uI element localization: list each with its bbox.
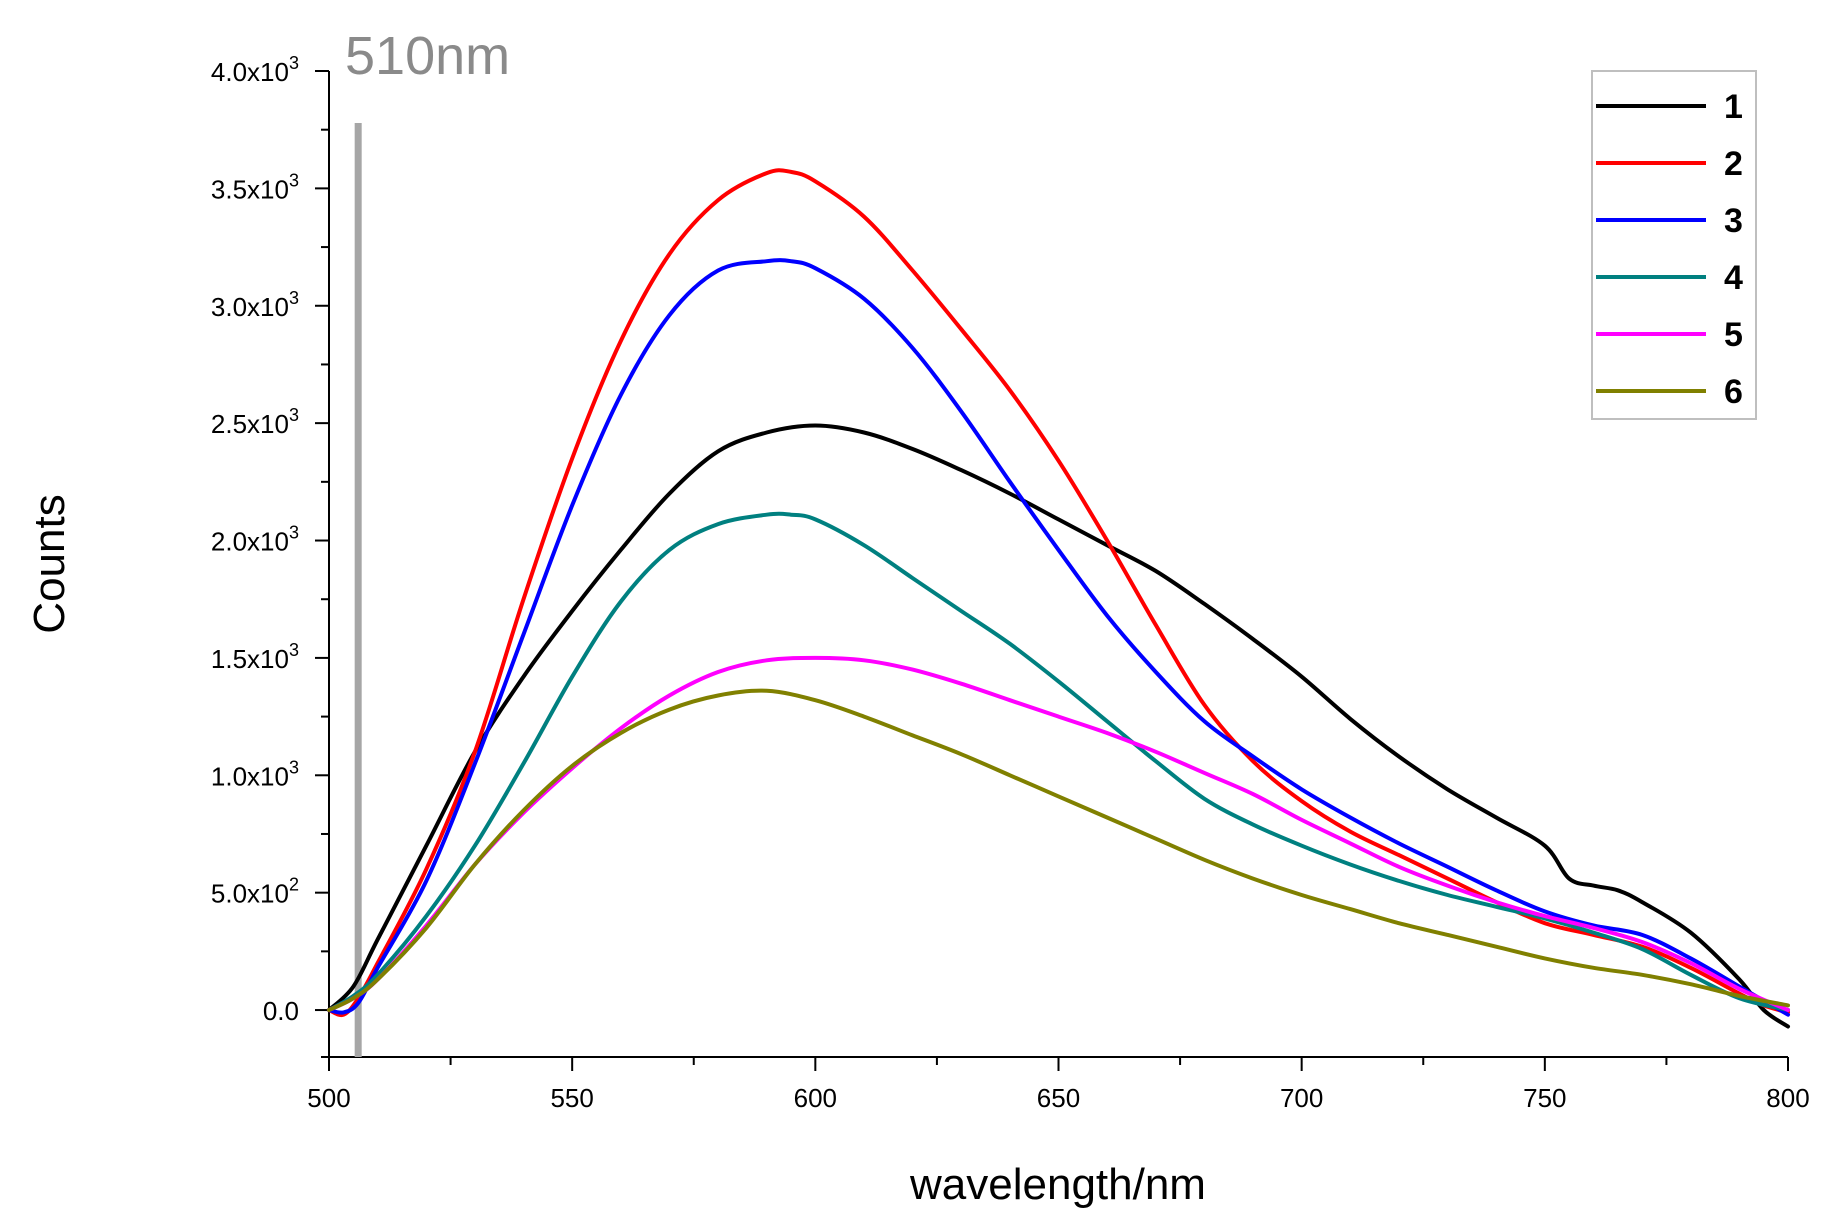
series-line-4 <box>327 511 1790 1012</box>
x-tick-label: 700 <box>1280 1083 1323 1113</box>
y-axis-title: Counts <box>25 494 74 633</box>
x-ticks: 500 550 600 650 700 750 800 <box>307 1057 1810 1113</box>
series-line-2 <box>327 168 1790 1018</box>
marker-group: 510nm <box>345 26 510 1057</box>
series-line-3 <box>327 258 1790 1017</box>
legend-items: 1 2 3 4 5 6 <box>1596 88 1743 411</box>
series-line-6 <box>327 688 1790 1012</box>
x-tick-label: 600 <box>794 1083 837 1113</box>
y-tick-label: 5.0x102 <box>211 875 299 909</box>
legend-box <box>1591 70 1757 420</box>
series-group <box>327 168 1790 1029</box>
x-tick-label: 500 <box>307 1083 350 1113</box>
marker-label: 510nm <box>345 26 510 86</box>
y-tick-label: 4.0x103 <box>211 53 299 87</box>
y-tick-label: 3.0x103 <box>211 288 299 322</box>
y-tick-label: 2.5x103 <box>211 405 299 439</box>
y-tick-label: 1.0x103 <box>211 757 299 791</box>
legend-label-2: 2 <box>1724 145 1743 183</box>
x-tick-label: 650 <box>1037 1083 1080 1113</box>
y-ticks: 0.0 5.0x102 1.0x103 1.5x103 2.0x103 2.5x103 3.… <box>211 53 329 1058</box>
y-tick-label: 2.0x103 <box>211 523 299 557</box>
legend-label-6: 6 <box>1724 373 1743 411</box>
legend-label-1: 1 <box>1724 88 1743 126</box>
series-line-1 <box>327 423 1790 1029</box>
y-tick-label: 1.5x103 <box>211 640 299 674</box>
x-tick-label: 550 <box>550 1083 593 1113</box>
x-axis-title: wavelength/nm <box>909 1160 1206 1209</box>
y-tick-label: 3.5x103 <box>211 170 299 204</box>
legend: 1 2 3 4 5 6 <box>1591 70 1757 420</box>
y-tick-label: 0.0 <box>263 996 299 1026</box>
legend-label-5: 5 <box>1724 316 1743 354</box>
legend-label-3: 3 <box>1724 202 1743 240</box>
series-line-5 <box>327 655 1790 1012</box>
plot-area: 500 550 600 650 700 750 800 0.0 5.0x102 1.0x103 1… <box>211 26 1810 1113</box>
x-tick-label: 800 <box>1766 1083 1809 1113</box>
x-tick-label: 750 <box>1523 1083 1566 1113</box>
legend-label-4: 4 <box>1724 259 1743 297</box>
